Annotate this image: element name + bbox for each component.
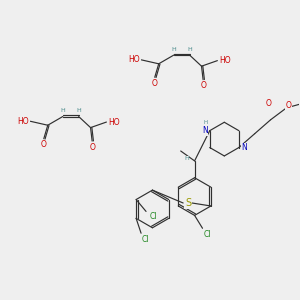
Text: H: H — [171, 46, 176, 52]
Text: H: H — [60, 108, 65, 113]
Text: HO: HO — [109, 118, 120, 127]
Text: N: N — [202, 126, 208, 135]
Text: O: O — [152, 79, 158, 88]
Text: HO: HO — [220, 56, 231, 65]
Text: Cl: Cl — [204, 230, 211, 239]
Text: O: O — [41, 140, 47, 149]
Text: HO: HO — [18, 117, 29, 126]
Text: H: H — [76, 108, 81, 113]
Text: O: O — [286, 101, 291, 110]
Text: Cl: Cl — [149, 212, 157, 221]
Text: H: H — [184, 156, 189, 161]
Text: H: H — [204, 120, 208, 125]
Text: O: O — [89, 142, 95, 152]
Text: O: O — [200, 81, 206, 90]
Text: O: O — [266, 99, 272, 108]
Text: Cl: Cl — [141, 235, 149, 244]
Text: S: S — [185, 198, 191, 208]
Text: H: H — [187, 46, 192, 52]
Text: N: N — [241, 143, 247, 152]
Text: HO: HO — [128, 55, 140, 64]
